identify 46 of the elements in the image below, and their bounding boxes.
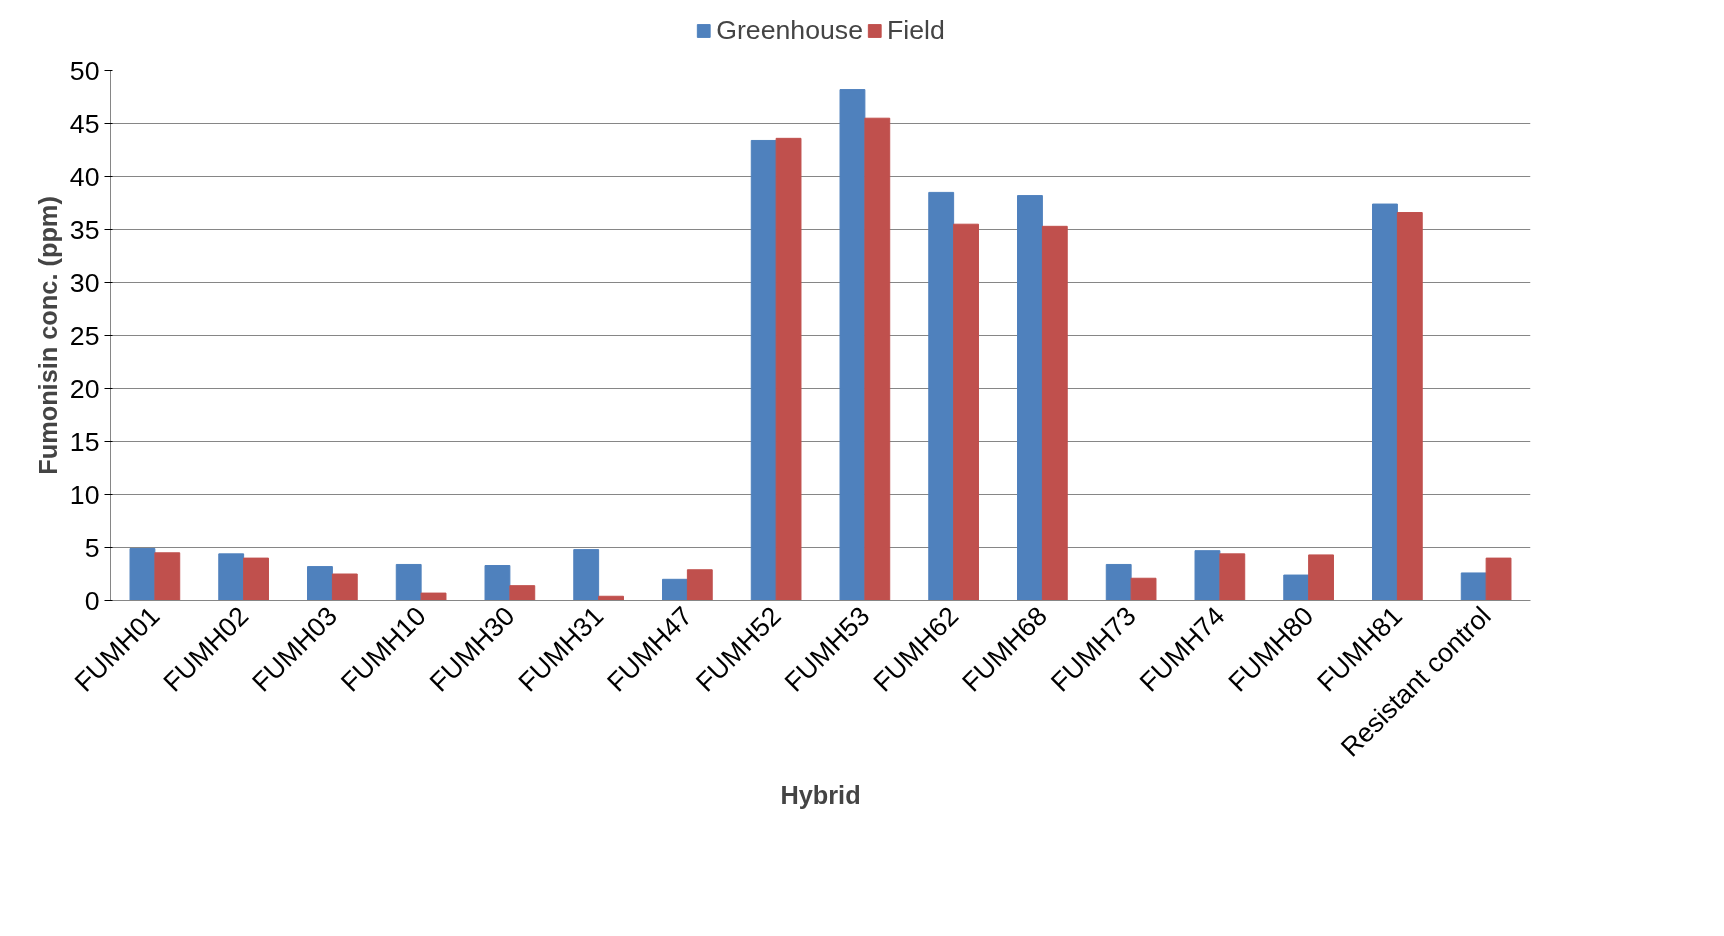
y-axis-title: Fumonisin conc. (ppm) <box>33 196 62 475</box>
bar <box>1372 203 1398 601</box>
y-tick-label: 50 <box>69 55 100 86</box>
bar <box>1041 225 1068 601</box>
bar <box>928 191 955 601</box>
bar <box>1460 572 1487 601</box>
bar <box>573 549 600 601</box>
bar <box>129 548 156 601</box>
bar <box>509 585 536 601</box>
bar <box>1485 557 1512 601</box>
legend-label: Field <box>886 14 945 46</box>
y-tick-label: 10 <box>69 479 100 510</box>
bar <box>420 592 447 601</box>
bar <box>662 578 688 601</box>
bar <box>953 223 979 601</box>
bar <box>218 553 245 601</box>
bar <box>1017 195 1043 601</box>
y-tick-label: 5 <box>84 532 100 563</box>
bar <box>1396 212 1423 601</box>
bar <box>750 139 777 601</box>
bar <box>307 566 333 601</box>
y-tick-label: 15 <box>69 426 100 457</box>
bar <box>395 563 422 601</box>
bar <box>1105 563 1132 601</box>
y-tick-label: 25 <box>69 320 100 351</box>
bar <box>839 89 866 601</box>
bar <box>484 565 511 601</box>
x-axis-title: Hybrid <box>780 781 861 810</box>
y-tick-label: 45 <box>69 108 100 139</box>
bar <box>1308 554 1334 601</box>
bar <box>686 569 713 601</box>
bar <box>775 137 802 601</box>
y-tick-label: 35 <box>69 214 100 245</box>
bar <box>243 557 269 601</box>
bar <box>864 117 891 601</box>
bar <box>154 552 181 601</box>
y-tick-label: 20 <box>69 373 100 404</box>
y-tick-label: 40 <box>69 161 100 192</box>
bar <box>1283 574 1310 601</box>
bar <box>1194 550 1221 601</box>
bar <box>1130 577 1157 601</box>
bar <box>331 573 358 601</box>
bar <box>1219 553 1246 601</box>
y-tick-label: 0 <box>84 585 100 616</box>
y-tick-label: 30 <box>69 267 100 298</box>
legend-label: Greenhouse <box>716 14 863 46</box>
